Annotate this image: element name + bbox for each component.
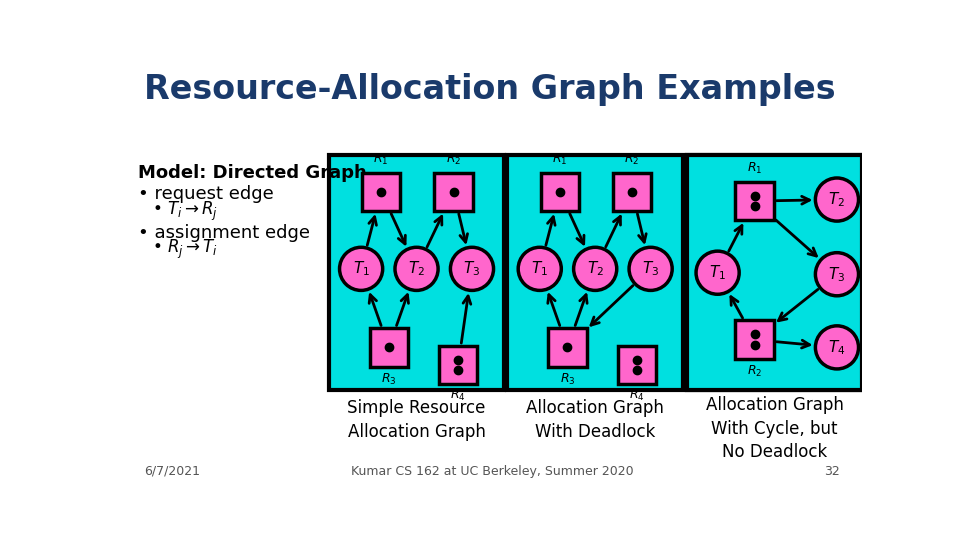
Text: Allocation Graph
With Deadlock: Allocation Graph With Deadlock [526, 399, 664, 441]
Text: $T_3$: $T_3$ [642, 260, 660, 278]
Text: $R_4$: $R_4$ [629, 388, 644, 403]
Bar [439, 346, 477, 384]
Text: $R_1$: $R_1$ [373, 152, 389, 167]
Text: $T_2$: $T_2$ [587, 260, 604, 278]
Text: $T_2$: $T_2$ [408, 260, 425, 278]
Text: $R_2$: $R_2$ [747, 364, 762, 380]
Bar [612, 173, 652, 211]
Bar [686, 155, 862, 390]
Text: • assignment edge: • assignment edge [138, 224, 310, 242]
Text: $T_3$: $T_3$ [464, 260, 481, 278]
Bar [617, 346, 656, 384]
Bar [548, 328, 587, 367]
Bar [508, 155, 683, 390]
Text: Allocation Graph
With Cycle, but
No Deadlock: Allocation Graph With Cycle, but No Dead… [706, 396, 844, 461]
Circle shape [340, 247, 383, 291]
Text: $T_2$: $T_2$ [828, 190, 846, 209]
Bar [686, 155, 862, 390]
Text: $T_3$: $T_3$ [828, 265, 846, 284]
Text: 6/7/2021: 6/7/2021 [144, 465, 200, 478]
Circle shape [696, 251, 739, 294]
Circle shape [815, 326, 858, 369]
Text: • $R_j \rightarrow T_i$: • $R_j \rightarrow T_i$ [152, 238, 218, 261]
Text: Resource-Allocation Graph Examples: Resource-Allocation Graph Examples [144, 73, 835, 106]
Circle shape [815, 178, 858, 221]
Text: $T_1$: $T_1$ [709, 264, 726, 282]
Text: $R_3$: $R_3$ [560, 372, 575, 387]
Text: 32: 32 [825, 465, 840, 478]
Bar [362, 173, 400, 211]
Bar [434, 173, 472, 211]
Text: $T_1$: $T_1$ [531, 260, 548, 278]
Bar [735, 320, 774, 359]
Text: $R_2$: $R_2$ [445, 152, 461, 167]
Text: • $T_i \rightarrow R_j$: • $T_i \rightarrow R_j$ [152, 199, 218, 222]
Bar [370, 328, 408, 367]
Text: Kumar CS 162 at UC Berkeley, Summer 2020: Kumar CS 162 at UC Berkeley, Summer 2020 [350, 465, 634, 478]
Circle shape [629, 247, 672, 291]
Bar [540, 173, 579, 211]
Bar [328, 155, 504, 390]
Text: $R_4$: $R_4$ [450, 388, 466, 403]
Circle shape [450, 247, 493, 291]
Text: $R_1$: $R_1$ [552, 152, 567, 167]
Text: Simple Resource
Allocation Graph: Simple Resource Allocation Graph [348, 399, 486, 441]
Text: $R_2$: $R_2$ [625, 152, 639, 167]
Text: • request edge: • request edge [138, 185, 274, 203]
Bar [735, 182, 774, 220]
Circle shape [815, 253, 858, 296]
Text: $T_1$: $T_1$ [352, 260, 370, 278]
Circle shape [574, 247, 616, 291]
Text: $R_3$: $R_3$ [381, 372, 396, 387]
Text: $T_4$: $T_4$ [828, 338, 846, 357]
Text: Model: Directed Graph: Model: Directed Graph [138, 164, 367, 181]
Text: $R_1$: $R_1$ [747, 161, 762, 177]
Circle shape [395, 247, 438, 291]
Circle shape [518, 247, 562, 291]
